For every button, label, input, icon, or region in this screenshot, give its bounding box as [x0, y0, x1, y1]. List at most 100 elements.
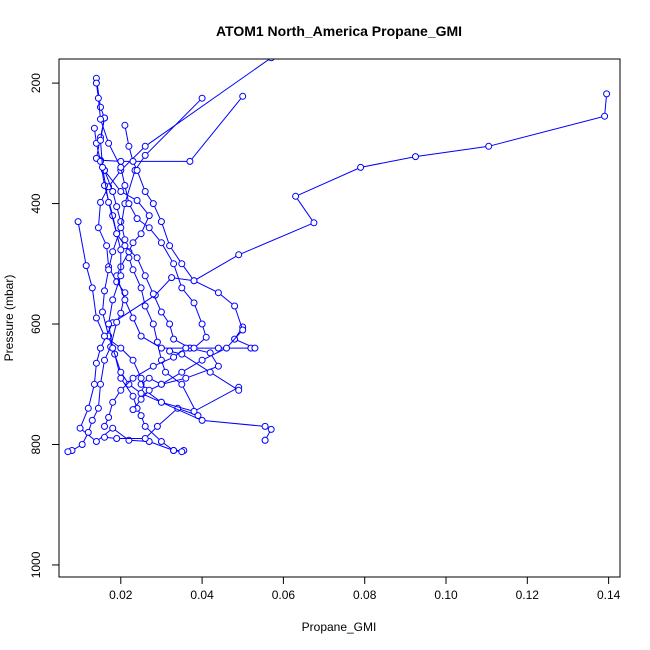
series-3 [97, 92, 247, 442]
data-point [105, 320, 113, 328]
data-point [603, 90, 611, 98]
data-point [129, 157, 137, 165]
data-point [125, 248, 133, 256]
data-point [412, 153, 419, 161]
data-point [170, 353, 178, 361]
data-point [105, 139, 113, 147]
x-tick-label: 0.12 [516, 588, 540, 602]
data-point [99, 308, 106, 316]
y-tick-label: 1000 [29, 551, 43, 578]
data-point [137, 412, 145, 420]
data-point [310, 219, 318, 227]
data-point [153, 422, 161, 430]
data-point [129, 392, 137, 400]
data-point [92, 79, 100, 87]
data-point [145, 212, 153, 220]
data-point [125, 142, 133, 150]
data-point [133, 166, 141, 174]
data-point [90, 380, 98, 388]
data-point [214, 344, 222, 352]
data-point [190, 407, 198, 415]
data-point [485, 142, 493, 150]
data-point [202, 333, 210, 341]
data-point [76, 424, 84, 432]
data-point [109, 398, 117, 406]
series-line [124, 125, 244, 410]
data-point [121, 182, 129, 189]
data-point [178, 350, 186, 358]
data-point [170, 447, 178, 454]
data-point [129, 266, 137, 274]
data-point [64, 448, 72, 456]
y-axis-label: Pressure (mbar) [2, 275, 16, 362]
data-point [92, 314, 100, 322]
series-line [99, 117, 272, 441]
data-point [145, 224, 153, 232]
data-point [239, 92, 247, 100]
data-point [101, 287, 108, 295]
data-point [231, 302, 239, 310]
data-point [113, 230, 121, 238]
chart-title: ATOM1 North_America Propane_GMI [216, 23, 462, 39]
data-point [97, 198, 104, 206]
data-point [133, 215, 141, 223]
data-point [88, 416, 96, 424]
x-tick-label: 0.08 [353, 588, 377, 602]
data-point [267, 425, 275, 433]
x-tick-label: 0.14 [597, 588, 621, 602]
data-point [149, 320, 157, 328]
data-point [105, 413, 113, 421]
data-point [157, 438, 165, 445]
data-point [97, 344, 104, 352]
y-tick-label: 600 [29, 314, 43, 334]
data-point [90, 124, 98, 132]
data-point [92, 359, 100, 367]
data-point [129, 374, 137, 382]
data-point [137, 284, 145, 292]
data-point [92, 438, 100, 445]
data-point [157, 398, 165, 406]
data-point [94, 404, 102, 412]
data-point [129, 314, 137, 322]
data-point [117, 188, 125, 195]
data-point [129, 356, 137, 364]
data-point [168, 274, 176, 282]
data-point [166, 320, 174, 328]
data-point [178, 260, 186, 268]
data-point [117, 163, 125, 171]
data-point [170, 260, 178, 268]
data-point [117, 368, 125, 376]
data-point [190, 277, 198, 285]
data-point [133, 197, 141, 204]
data-point [113, 435, 121, 442]
data-point [235, 251, 243, 259]
x-tick-label: 0.06 [272, 588, 296, 602]
data-point [178, 368, 186, 376]
data-point [129, 406, 137, 414]
plot-area [64, 59, 611, 456]
data-point [94, 224, 102, 232]
data-point [235, 386, 243, 394]
data-point [97, 380, 104, 388]
data-point [182, 374, 190, 382]
x-tick-label: 0.04 [190, 588, 214, 602]
series-line [77, 221, 240, 412]
data-point [141, 151, 149, 159]
data-point [117, 272, 125, 280]
data-point [186, 157, 194, 165]
data-point [74, 218, 82, 226]
data-point [198, 94, 206, 102]
data-point [109, 424, 117, 432]
data-point [101, 332, 108, 340]
data-point [84, 428, 92, 436]
data-point [113, 203, 121, 211]
x-tick-label: 0.10 [434, 588, 458, 602]
y-tick-label: 200 [29, 73, 43, 93]
data-point [109, 344, 117, 352]
data-point [137, 389, 145, 397]
data-point [105, 198, 113, 206]
data-point [109, 296, 117, 304]
data-point [141, 422, 149, 430]
data-point [601, 112, 609, 120]
